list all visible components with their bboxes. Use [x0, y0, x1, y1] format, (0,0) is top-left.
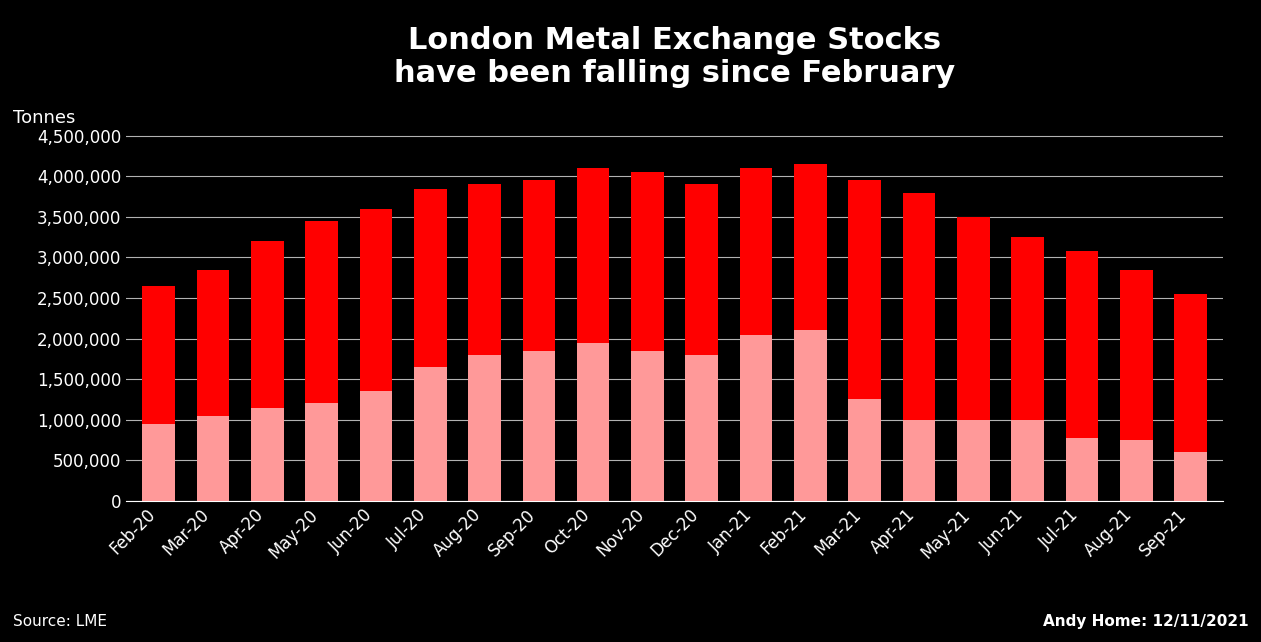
Bar [414, 367, 446, 501]
Bar [359, 391, 392, 501]
Bar [957, 217, 990, 420]
Bar [849, 180, 881, 399]
Text: Andy Home: 12/11/2021: Andy Home: 12/11/2021 [1043, 614, 1248, 629]
Bar [686, 184, 718, 355]
Bar [740, 168, 773, 334]
Bar [305, 221, 338, 403]
Bar [576, 343, 609, 501]
Bar [1120, 270, 1153, 440]
Bar [359, 209, 392, 391]
Bar [1011, 237, 1044, 420]
Bar [197, 415, 230, 501]
Bar [1066, 437, 1098, 501]
Bar [740, 334, 773, 501]
Text: London Metal Exchange Stocks
have been falling since February: London Metal Exchange Stocks have been f… [393, 26, 956, 89]
Bar [1120, 440, 1153, 501]
Bar [957, 420, 990, 501]
Bar [414, 189, 446, 367]
Bar [903, 193, 936, 420]
Bar [468, 355, 501, 501]
Bar [632, 351, 663, 501]
Bar [1066, 251, 1098, 437]
Bar [305, 403, 338, 501]
Bar [794, 164, 827, 331]
Text: Tonnes: Tonnes [13, 109, 74, 127]
Bar [197, 270, 230, 415]
Bar [251, 408, 284, 501]
Bar [1174, 294, 1207, 452]
Bar [794, 331, 827, 501]
Bar [142, 286, 175, 424]
Bar [686, 355, 718, 501]
Bar [903, 420, 936, 501]
Text: Source: LME: Source: LME [13, 614, 107, 629]
Bar [142, 424, 175, 501]
Bar [576, 168, 609, 343]
Bar [632, 172, 663, 351]
Bar [468, 184, 501, 355]
Bar [849, 399, 881, 501]
Bar [1174, 452, 1207, 501]
Bar [522, 351, 555, 501]
Bar [1011, 420, 1044, 501]
Bar [522, 180, 555, 351]
Bar [251, 241, 284, 408]
